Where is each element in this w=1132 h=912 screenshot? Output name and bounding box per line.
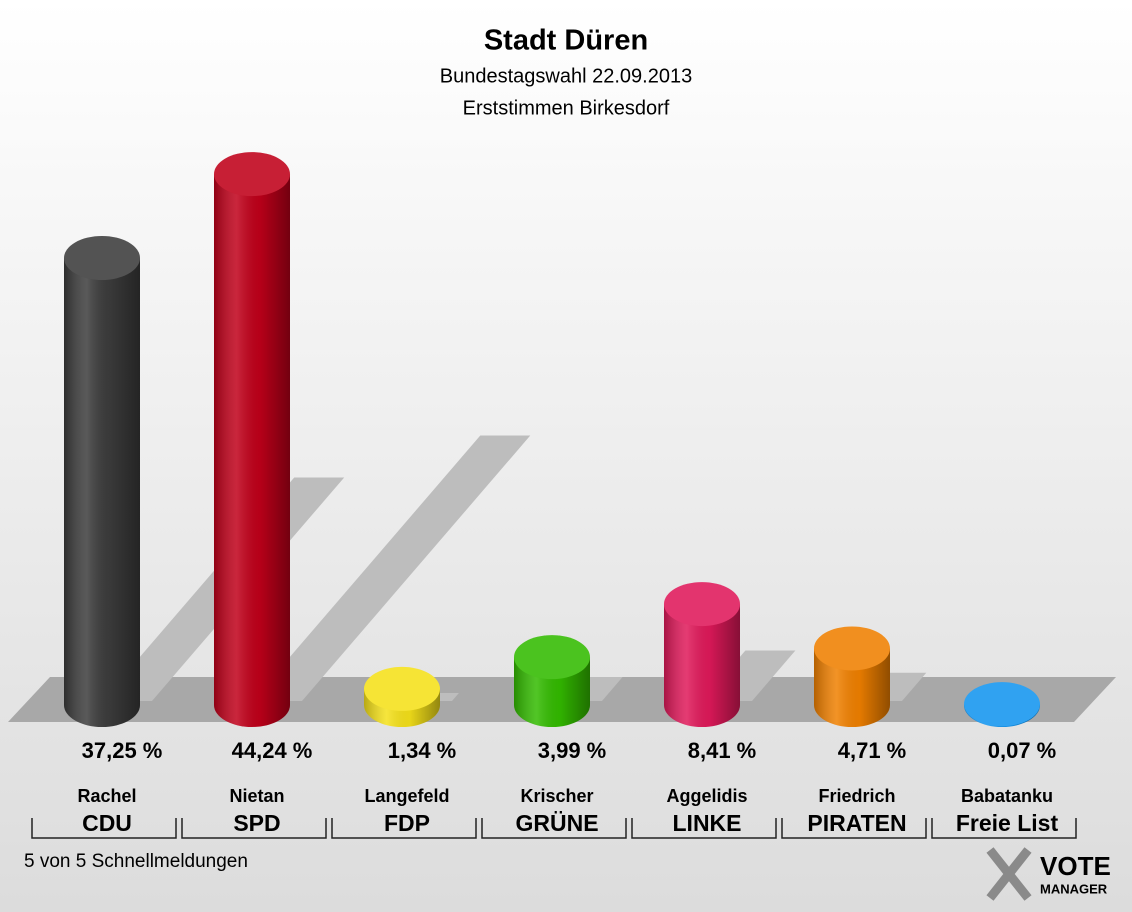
logo-subtitle: MANAGER: [1040, 881, 1108, 896]
party-label: PIRATEN: [807, 810, 906, 836]
value-label: 0,07 %: [988, 738, 1057, 763]
party-label: LINKE: [673, 810, 742, 836]
bar-top-highlight: [814, 626, 890, 671]
party-bracket: [481, 818, 627, 839]
candidate-label: Nietan: [229, 786, 284, 806]
bar-top-highlight: [964, 682, 1040, 727]
value-label: 8,41 %: [688, 738, 757, 763]
party-label: Freie List: [956, 810, 1059, 836]
bar-top: [814, 626, 890, 671]
bar-shading: [814, 648, 890, 727]
bar-top-highlight: [664, 582, 740, 627]
bar-top: [964, 682, 1040, 727]
bar-top-highlight: [364, 666, 440, 711]
candidate-label: Langefeld: [364, 786, 449, 806]
logo: VOTE MANAGER: [986, 847, 1111, 901]
party-label: SPD: [233, 810, 280, 836]
logo-mark: [986, 847, 1032, 901]
party-bracket: [631, 818, 777, 839]
party-bracket: [181, 818, 327, 839]
party-bracket: [781, 818, 927, 839]
bar-top-highlight: [64, 236, 140, 280]
party-bracket: [31, 818, 177, 839]
bar-top: [364, 666, 440, 711]
value-label: 4,71 %: [838, 738, 907, 763]
value-label: 44,24 %: [232, 738, 313, 763]
bar-top: [514, 635, 590, 680]
party-label: FDP: [384, 810, 430, 836]
bar-top: [64, 236, 140, 280]
party-label: GRÜNE: [515, 810, 598, 836]
candidate-label: Babatanku: [961, 786, 1053, 806]
logo-title: VOTE: [1040, 851, 1111, 881]
bar-shading: [214, 174, 290, 727]
party-label: CDU: [82, 810, 132, 836]
party-bracket: [331, 818, 477, 839]
bar-top: [664, 582, 740, 627]
bar-shading: [64, 258, 140, 727]
value-label: 1,34 %: [388, 738, 457, 763]
footer: 5 von 5 Schnellmeldungen: [24, 851, 248, 872]
candidate-label: Aggelidis: [666, 786, 747, 806]
bar-shadow: [252, 435, 531, 701]
chart-subtitle: Bundestagswahl 22.09.2013: [440, 65, 692, 87]
bar-shading: [664, 604, 740, 727]
candidate-label: Friedrich: [818, 786, 895, 806]
chart-subtitle: Erststimmen Birkesdorf: [463, 97, 670, 119]
party-bracket: [931, 818, 1077, 839]
bar-top: [214, 152, 290, 197]
chart-title: Stadt Düren: [484, 25, 648, 57]
bar-top-highlight: [514, 635, 590, 680]
value-label: 3,99 %: [538, 738, 607, 763]
bar-top-highlight: [214, 152, 290, 197]
value-label: 37,25 %: [82, 738, 163, 763]
candidate-label: Rachel: [77, 786, 136, 806]
candidate-label: Krischer: [520, 786, 593, 806]
